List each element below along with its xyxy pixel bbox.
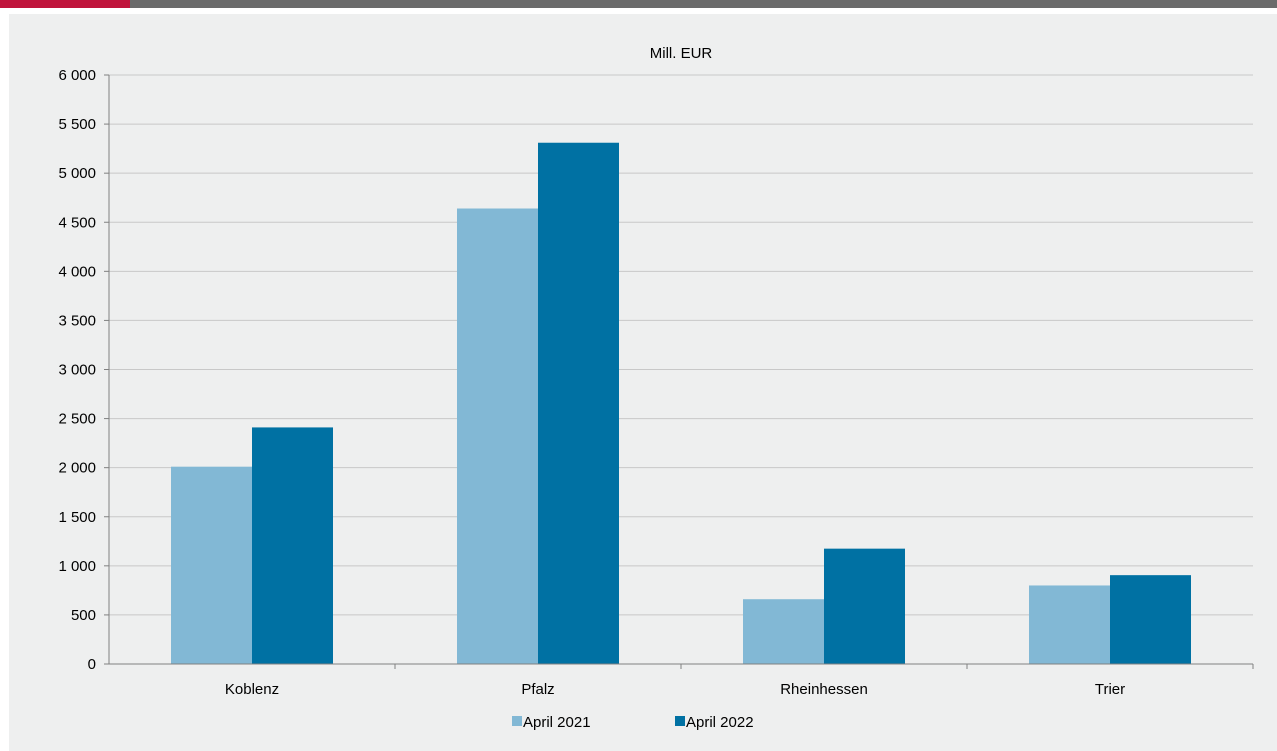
x-tick-label: Koblenz bbox=[225, 681, 279, 698]
top-bar bbox=[0, 0, 1277, 8]
y-tick-label: 4 500 bbox=[58, 214, 96, 231]
y-tick-label: 5 000 bbox=[58, 165, 96, 182]
x-tick-label: Pfalz bbox=[521, 681, 554, 698]
y-tick-label: 2 500 bbox=[58, 411, 96, 428]
bar bbox=[743, 599, 824, 664]
bar-chart: 0 500 1 000 1 500 2 000 2 500 3 000 3 500 4 000 4… bbox=[58, 45, 1254, 731]
bar bbox=[1029, 585, 1110, 664]
legend-swatch bbox=[675, 716, 685, 726]
y-axis-unit-label: Mill. EUR bbox=[650, 45, 713, 62]
bar bbox=[824, 548, 905, 664]
y-tick-label: 3 500 bbox=[58, 312, 96, 329]
y-tick-label: 6 000 bbox=[58, 67, 96, 84]
chart-panel: 0 500 1 000 1 500 2 000 2 500 3 000 3 500 4 000 4… bbox=[9, 14, 1277, 751]
y-tick-label: 1 000 bbox=[58, 558, 96, 575]
y-tick-label: 500 bbox=[71, 607, 96, 624]
bars bbox=[171, 142, 1191, 665]
bar bbox=[252, 427, 333, 664]
bar bbox=[538, 142, 619, 665]
legend: April 2021 April 2022 bbox=[512, 714, 754, 731]
bar bbox=[457, 208, 538, 665]
y-tick-label: 3 000 bbox=[58, 362, 96, 379]
y-tick-label: 2 000 bbox=[58, 460, 96, 477]
y-tick-label: 1 500 bbox=[58, 509, 96, 526]
bar bbox=[171, 466, 252, 664]
top-bar-accent bbox=[0, 0, 130, 8]
legend-swatch bbox=[512, 716, 522, 726]
y-tick-label: 4 000 bbox=[58, 263, 96, 280]
legend-label: April 2022 bbox=[686, 714, 754, 731]
y-tick-label: 0 bbox=[88, 656, 96, 673]
x-tick-label: Trier bbox=[1095, 681, 1125, 698]
y-tick-label: 5 500 bbox=[58, 116, 96, 133]
legend-label: April 2021 bbox=[523, 714, 591, 731]
x-tick-label: Rheinhessen bbox=[780, 681, 868, 698]
bar bbox=[1110, 575, 1191, 664]
axes: 0 500 1 000 1 500 2 000 2 500 3 000 3 500 4 000 4… bbox=[58, 67, 1254, 698]
